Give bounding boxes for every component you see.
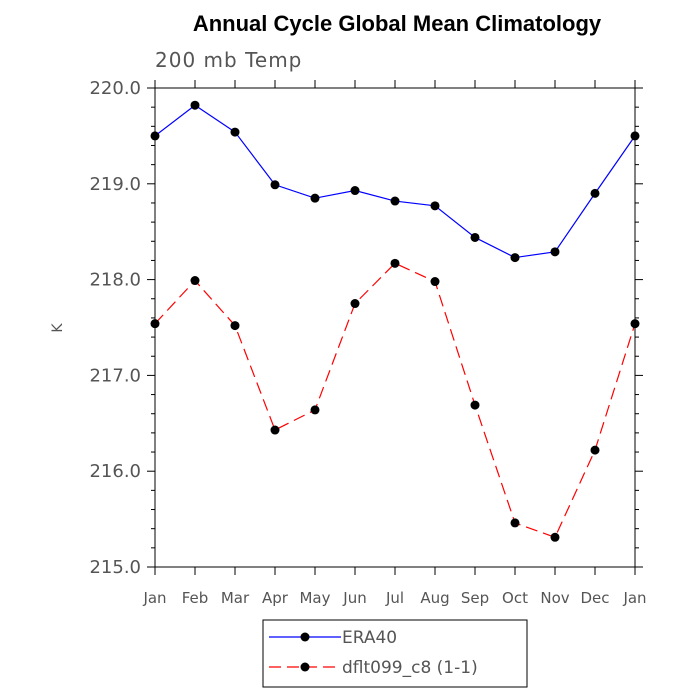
- data-point: [510, 518, 520, 528]
- y-tick-label: 219.0: [89, 174, 141, 195]
- y-tick-label: 218.0: [89, 270, 141, 291]
- data-point: [550, 247, 560, 257]
- data-point: [510, 253, 520, 263]
- data-point: [350, 299, 360, 309]
- data-point: [470, 232, 480, 242]
- data-point: [470, 400, 480, 410]
- data-point: [390, 196, 400, 206]
- legend-marker: [300, 662, 310, 672]
- data-point: [310, 193, 320, 203]
- chart-title: Annual Cycle Global Mean Climatology: [193, 11, 602, 36]
- series-2: [150, 258, 640, 542]
- y-tick-label: 217.0: [89, 365, 141, 386]
- x-tick-label: Oct: [502, 589, 528, 607]
- data-point: [270, 425, 280, 435]
- plot-frame: [154, 87, 636, 568]
- legend-label: dflt099_c8 (1-1): [342, 658, 478, 678]
- x-tick-label: Feb: [182, 589, 209, 607]
- x-tick-label: Jan: [622, 589, 646, 607]
- series-line: [154, 104, 636, 259]
- x-tick-label: Apr: [262, 589, 289, 607]
- y-axis-label: K: [50, 323, 66, 333]
- x-tick-label: May: [299, 589, 330, 607]
- data-point: [390, 258, 400, 268]
- x-tick-label: Jan: [142, 589, 166, 607]
- legend-box: [262, 619, 528, 688]
- data-point: [550, 532, 560, 542]
- data-point: [430, 201, 440, 211]
- x-tick-label: Mar: [221, 589, 250, 607]
- data-point: [630, 131, 640, 141]
- data-point: [230, 321, 240, 331]
- x-tick-label: Sep: [461, 589, 489, 607]
- y-tick-label: 220.0: [89, 78, 141, 99]
- data-point: [630, 319, 640, 329]
- y-tick-label: 216.0: [89, 461, 141, 482]
- legend-label: ERA40: [342, 628, 397, 648]
- data-point: [230, 127, 240, 137]
- chart-subtitle: 200 mb Temp: [155, 48, 302, 72]
- data-point: [430, 277, 440, 287]
- x-tick-label: Dec: [580, 589, 609, 607]
- series-1: [150, 100, 640, 263]
- data-point: [590, 445, 600, 455]
- data-point: [190, 276, 200, 286]
- data-point: [590, 188, 600, 198]
- data-point: [150, 131, 160, 141]
- legend-marker: [300, 632, 310, 642]
- x-tick-label: Aug: [420, 589, 449, 607]
- data-point: [270, 180, 280, 190]
- x-tick-label: Jun: [342, 589, 366, 607]
- x-tick-label: Nov: [540, 589, 569, 607]
- y-tick-label: 215.0: [89, 557, 141, 578]
- data-point: [150, 319, 160, 329]
- data-point: [190, 100, 200, 110]
- data-point: [350, 186, 360, 196]
- data-point: [310, 405, 320, 415]
- series-line: [154, 262, 636, 539]
- x-tick-label: Jul: [385, 589, 404, 607]
